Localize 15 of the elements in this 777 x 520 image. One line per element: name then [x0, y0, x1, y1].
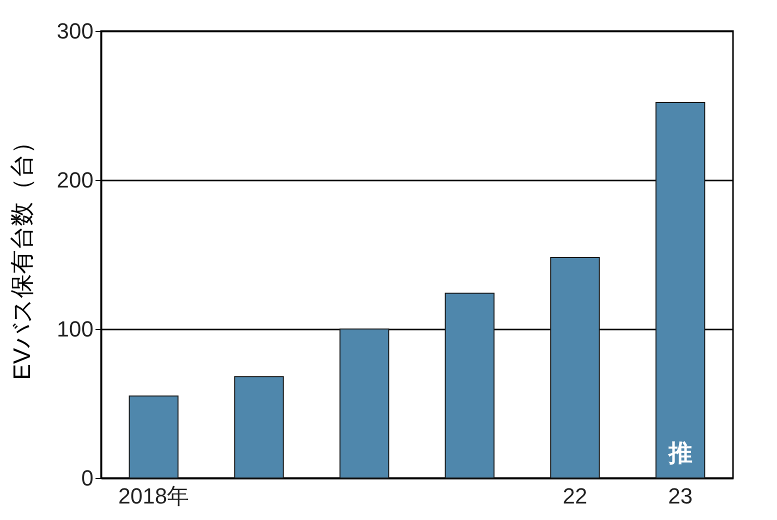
x-tick-label: 22 [562, 484, 588, 508]
bar [234, 376, 284, 478]
y-tick-label: 200 [56, 168, 94, 192]
bar [655, 102, 706, 478]
y-axis-title: EVバス保有台数（台） [8, 130, 36, 380]
bar [550, 256, 600, 478]
y-tick-label: 0 [81, 466, 94, 490]
y-tick-label: 300 [56, 18, 94, 44]
y-tick-label: 100 [56, 316, 94, 342]
x-tick-label: 23 [668, 484, 693, 508]
bar [444, 292, 495, 478]
x-tick-label: 2018年 [118, 484, 190, 508]
bar [339, 328, 390, 478]
annotation: 推 [667, 440, 692, 467]
bar [128, 396, 179, 478]
